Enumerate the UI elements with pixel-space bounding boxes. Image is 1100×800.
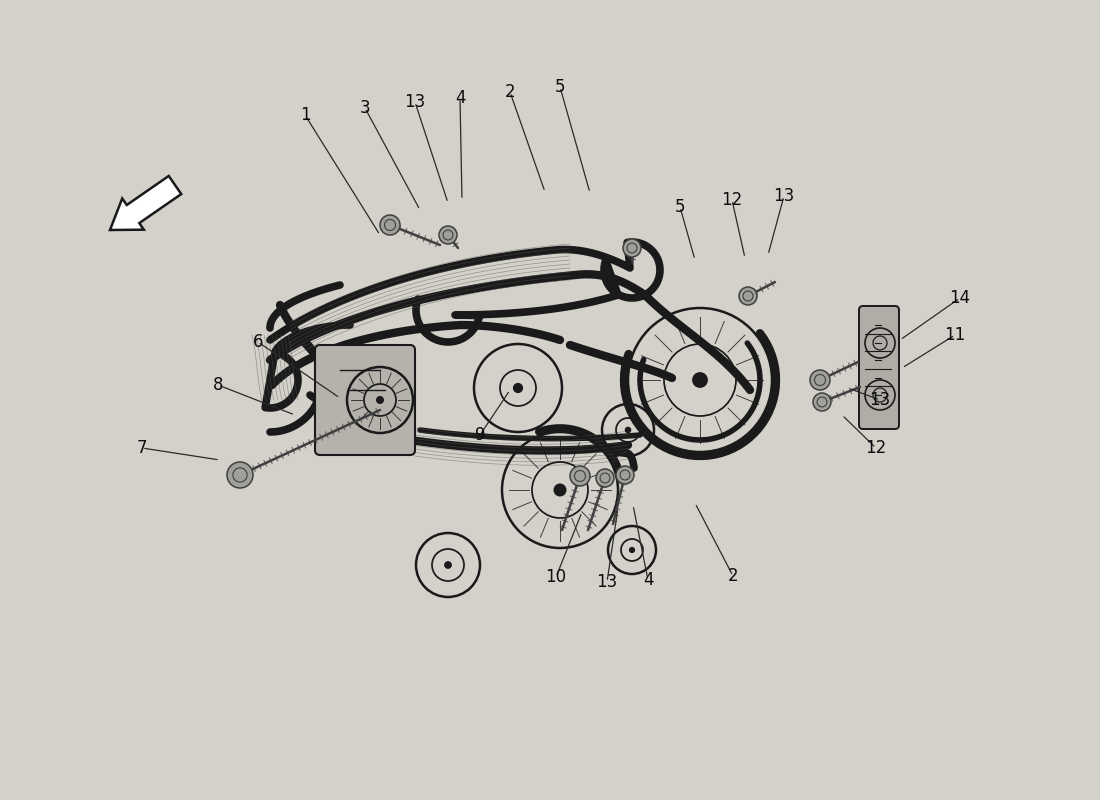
Text: 8: 8 xyxy=(212,376,223,394)
Circle shape xyxy=(439,226,456,244)
Text: 9: 9 xyxy=(475,426,485,444)
Text: 13: 13 xyxy=(869,391,891,409)
Text: 4: 4 xyxy=(642,571,653,589)
Circle shape xyxy=(227,462,253,488)
Circle shape xyxy=(813,393,830,411)
Text: 13: 13 xyxy=(405,93,426,111)
Circle shape xyxy=(376,397,383,403)
Text: 7: 7 xyxy=(136,439,147,457)
Circle shape xyxy=(616,466,634,484)
Text: 13: 13 xyxy=(773,187,794,205)
Text: 1: 1 xyxy=(299,106,310,124)
Circle shape xyxy=(570,466,590,486)
Text: 12: 12 xyxy=(722,191,742,209)
Text: 11: 11 xyxy=(945,326,966,344)
Circle shape xyxy=(596,469,614,487)
Text: 10: 10 xyxy=(546,568,566,586)
Text: 14: 14 xyxy=(949,289,970,307)
Circle shape xyxy=(623,239,641,257)
Text: 12: 12 xyxy=(866,439,887,457)
Circle shape xyxy=(693,373,707,387)
Circle shape xyxy=(626,427,630,433)
Circle shape xyxy=(554,484,565,496)
Circle shape xyxy=(629,547,635,552)
Text: 2: 2 xyxy=(728,567,738,585)
Text: 6: 6 xyxy=(253,333,263,351)
Text: 4: 4 xyxy=(454,89,465,107)
Circle shape xyxy=(379,215,400,235)
Text: 5: 5 xyxy=(674,198,685,216)
FancyBboxPatch shape xyxy=(859,306,899,429)
Circle shape xyxy=(739,287,757,305)
Text: 3: 3 xyxy=(360,99,371,117)
Circle shape xyxy=(810,370,830,390)
Text: 13: 13 xyxy=(596,573,617,591)
Text: 5: 5 xyxy=(554,78,565,96)
Circle shape xyxy=(444,562,451,568)
FancyBboxPatch shape xyxy=(315,345,415,455)
Circle shape xyxy=(514,384,522,392)
FancyArrow shape xyxy=(110,176,182,230)
Text: 2: 2 xyxy=(505,83,515,101)
